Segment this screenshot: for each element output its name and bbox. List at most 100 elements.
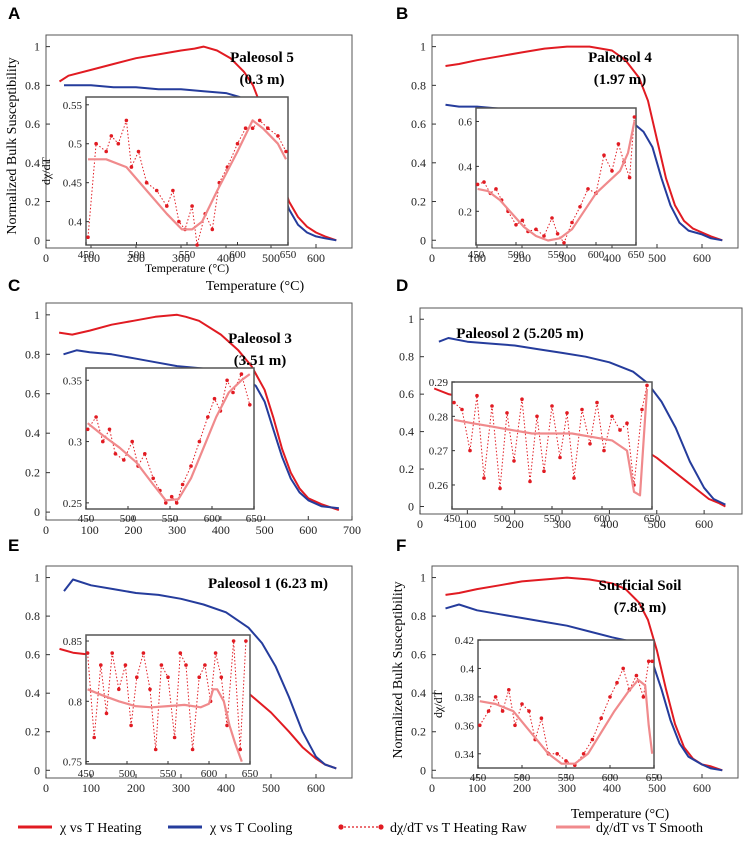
inset-raw-point — [478, 723, 482, 728]
panel-letter: E — [8, 536, 19, 555]
y-tick-label: 0.8 — [399, 350, 414, 364]
y-tick-label: 0 — [408, 500, 414, 514]
inset-x-tick-label: 550 — [160, 768, 177, 780]
panel-letter: A — [8, 4, 20, 23]
y-tick-label: 0.6 — [25, 648, 40, 662]
x-tick-label: 500 — [256, 523, 274, 537]
x-tick-label: 300 — [558, 781, 576, 795]
y-tick-label: 1 — [408, 312, 414, 326]
inset-y-tick-label: 0.8 — [68, 696, 82, 708]
x-tick-label: 100 — [82, 251, 100, 265]
panel-b: B 0 100 200 300 400 500 600 0 0.2 0.4 0.6 0.8 1 Paleos… — [396, 4, 739, 265]
inset-x-tick-label: 550 — [548, 249, 565, 261]
inset-raw-point — [632, 115, 637, 119]
y-tick-label: 0.2 — [399, 462, 414, 476]
inset-smooth-line — [88, 119, 287, 231]
inset-raw-point — [104, 149, 108, 154]
panel-subtitle: (3.51 m) — [234, 353, 287, 369]
inset-x-tick-label: 450 — [444, 513, 461, 525]
y-tick-label: 1 — [34, 40, 40, 54]
y-tick-label: 0.8 — [25, 78, 40, 92]
inset-raw-point — [231, 390, 235, 395]
y-tick-label: 0 — [34, 233, 40, 247]
inset-raw-point — [231, 639, 236, 643]
y-tick-label: 0 — [34, 763, 40, 777]
inset-raw-point — [572, 476, 576, 480]
panel-letter: C — [8, 276, 20, 295]
inset-frame — [85, 634, 251, 765]
inset-raw-point — [165, 204, 169, 208]
panel-subtitle: (0.3 m) — [240, 72, 285, 88]
inset-raw-point — [475, 393, 479, 398]
inset-x-tick-label: 450 — [78, 249, 95, 261]
inset-raw-point — [190, 747, 195, 752]
legend-raw-marker-start — [338, 824, 344, 830]
inset-raw-point — [615, 680, 619, 685]
inset-y-tick-label: 0.6 — [458, 116, 472, 128]
x-tick-label: 0 — [43, 251, 49, 265]
x-tick-label: 0 — [417, 517, 423, 531]
inset-raw-point — [555, 752, 559, 756]
inset-raw-point — [640, 407, 644, 412]
series-heating-line — [445, 576, 723, 772]
x-tick-label: 600 — [299, 523, 317, 537]
y-tick-label: 1 — [420, 40, 426, 54]
inset-smooth-line — [87, 688, 243, 762]
y-tick-label: 0.2 — [25, 466, 40, 480]
panel-title: Surficial Soil — [599, 578, 682, 594]
x-axis-label: Temperature (°C) — [571, 807, 670, 822]
inset-plot: 450 500 550 600 650 0.25 0.3 0.35 — [63, 367, 263, 525]
inset-raw-point — [514, 223, 518, 227]
inset-y-tick-label: 0.34 — [455, 749, 475, 761]
panel-title: Paleosol 5 — [230, 50, 294, 66]
inset-raw-point — [107, 427, 112, 432]
inset-raw-point — [599, 716, 603, 720]
inset-plot: 450 500 550 600 650 0.26 0.27 0.28 0.29 — [429, 377, 661, 525]
series-heating-line — [445, 45, 723, 242]
inset-x-tick-label: 650 — [644, 513, 661, 525]
inset-raw-point — [564, 759, 568, 763]
inset-x-tick-label: 500 — [508, 249, 525, 261]
inset-raw-point — [219, 675, 224, 679]
y-tick-label: 0.2 — [411, 725, 426, 739]
inset-raw-point — [581, 752, 586, 756]
inset-y-tick-label: 0.85 — [63, 636, 83, 648]
inset-x-tick-label: 550 — [544, 513, 561, 525]
inset-raw-point — [565, 411, 569, 415]
x-tick-label: 200 — [513, 251, 531, 265]
inset-raw-point — [490, 404, 494, 408]
inset-raw-point — [180, 482, 185, 487]
inset-y-axis-label: dχ/dT — [431, 689, 445, 718]
y-tick-label: 0.4 — [25, 686, 40, 700]
inset-raw-point — [177, 219, 181, 224]
inset-plot: 450 500 550 600 650 0.4 0.45 0.5 0.55 dχ/dT Temper… — [39, 96, 297, 275]
y-tick-label: 0.2 — [411, 195, 426, 209]
legend-heating-label: χ vs T Heating — [59, 821, 142, 836]
x-tick-label: 400 — [603, 781, 621, 795]
x-tick-label: 300 — [168, 523, 186, 537]
inset-y-tick-label: 0.36 — [455, 720, 475, 732]
panel-title: Paleosol 4 — [588, 50, 652, 66]
x-tick-label: 500 — [648, 781, 666, 795]
inset-raw-point — [195, 243, 199, 247]
inset-x-tick-label: 500 — [120, 513, 137, 525]
inset-raw-point — [276, 134, 280, 138]
x-tick-label: 400 — [217, 781, 235, 795]
x-tick-label: 600 — [695, 517, 713, 531]
inset-x-tick-label: 600 — [602, 772, 619, 784]
inset-x-tick-label: 450 — [468, 249, 485, 261]
inset-raw-point — [608, 695, 612, 699]
x-tick-label: 400 — [600, 517, 618, 531]
inset-raw-point — [500, 709, 505, 713]
inset-raw-point — [86, 235, 90, 239]
inset-raw-point — [550, 216, 554, 220]
y-tick-label: 0.8 — [411, 78, 426, 92]
inset-raw-point — [452, 400, 456, 405]
inset-raw-point — [184, 663, 188, 667]
panel-subtitle: (7.83 m) — [614, 600, 667, 616]
x-tick-label: 600 — [693, 251, 711, 265]
x-tick-label: 200 — [124, 523, 142, 537]
inset-raw-point — [164, 501, 168, 505]
legend-raw-marker-end — [378, 824, 384, 830]
inset-raw-point — [190, 204, 194, 208]
